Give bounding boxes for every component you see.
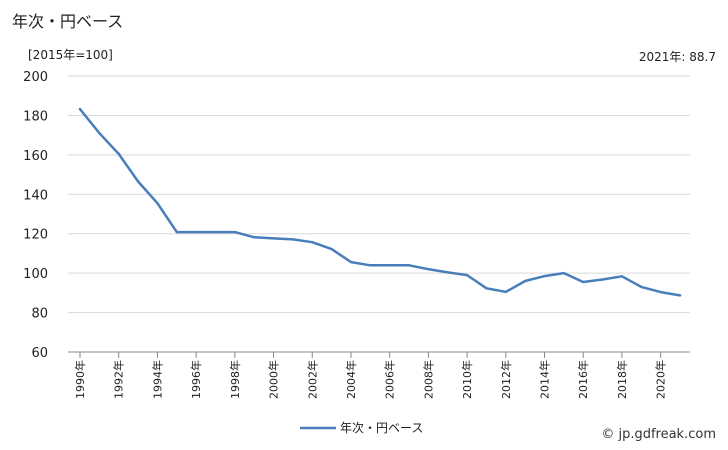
data-point — [465, 273, 469, 277]
data-point — [252, 236, 256, 239]
y-tick-label: 80 — [31, 307, 48, 322]
data-point — [601, 278, 604, 281]
data-point — [446, 271, 449, 274]
source-credit: © jp.gdfreak.com — [601, 427, 716, 442]
x-tick-label: 2000年 — [267, 360, 281, 399]
legend: 年次・円ベース — [300, 421, 423, 435]
data-point — [659, 290, 662, 294]
data-point — [485, 287, 488, 290]
data-point — [427, 268, 430, 271]
x-tick-label: 2020年 — [654, 360, 668, 399]
x-tick-label: 2008年 — [421, 360, 435, 399]
y-tick-label: 200 — [23, 70, 48, 85]
data-point — [388, 264, 391, 267]
x-tick-label: 2012年 — [499, 360, 513, 399]
y-axis-ticks: 60 80 100 120 140 160 180 200 — [23, 70, 48, 361]
data-point — [175, 230, 178, 234]
x-axis: 1990年 1992年 1994年 1996年 1998年 2000年 2002年 2004年… — [68, 351, 690, 399]
data-point — [233, 230, 237, 234]
data-point — [678, 294, 682, 297]
y-tick-label: 120 — [23, 228, 48, 243]
data-point — [291, 238, 295, 241]
data-point — [214, 230, 217, 234]
latest-value-note: 2021年: 88.7 — [638, 50, 716, 64]
x-tick-label: 2006年 — [383, 360, 397, 399]
data-point — [311, 240, 314, 244]
data-point — [349, 260, 353, 264]
chart-title: 年次・円ベース — [12, 12, 124, 31]
x-tick-label: 1992年 — [112, 360, 126, 399]
y-tick-label: 180 — [23, 109, 48, 124]
data-point — [504, 290, 508, 294]
x-tick-label: 2014年 — [538, 360, 552, 399]
x-tick-label: 1994年 — [150, 360, 164, 399]
x-tick-label: 2010年 — [460, 360, 474, 399]
x-tick-label: 1996年 — [189, 360, 203, 399]
x-tick-label: 2004年 — [344, 360, 358, 399]
data-point — [117, 152, 120, 156]
data-point — [543, 274, 546, 278]
data-point — [640, 285, 643, 289]
x-tick-label: 1998年 — [228, 360, 242, 399]
data-point — [272, 237, 275, 240]
y-tick-label: 140 — [23, 188, 48, 203]
data-point — [562, 271, 566, 275]
data-point — [136, 180, 140, 183]
data-point — [582, 280, 585, 284]
grid-lines — [68, 75, 690, 353]
data-point — [98, 131, 101, 135]
x-tick-label: 2018年 — [615, 360, 629, 399]
data-point — [78, 107, 82, 111]
series-group — [78, 107, 682, 297]
x-tick-label: 2016年 — [576, 360, 590, 399]
data-point — [620, 275, 624, 278]
data-point — [156, 201, 159, 205]
data-point — [194, 230, 198, 234]
y-tick-label: 160 — [23, 149, 48, 164]
data-point — [369, 264, 372, 267]
data-point — [523, 279, 527, 283]
unit-label: [2015年=100] — [28, 48, 113, 62]
data-point — [407, 264, 411, 267]
y-tick-label: 100 — [23, 267, 48, 282]
x-tick-label: 2002年 — [305, 360, 319, 399]
data-point — [330, 247, 333, 251]
y-tick-label: 60 — [31, 346, 48, 361]
x-tick-label: 1990年 — [73, 360, 87, 399]
legend-label: 年次・円ベース — [340, 421, 423, 435]
series-line — [78, 107, 682, 297]
